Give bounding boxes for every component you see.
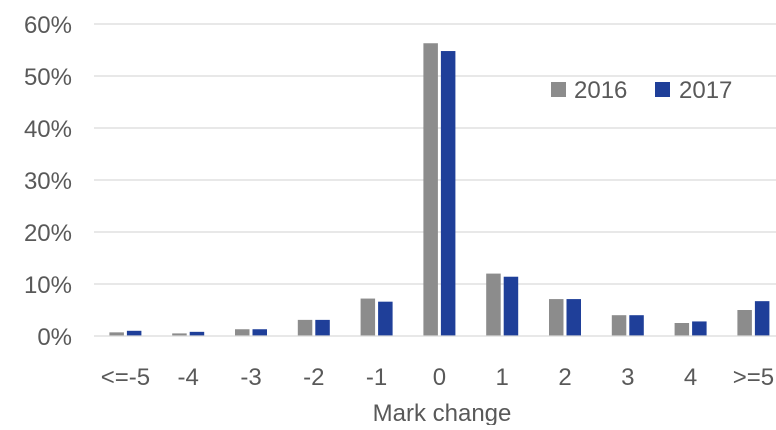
y-tick-label: 50% — [24, 64, 72, 91]
x-tick-label: -3 — [240, 364, 261, 391]
x-axis-title: Mark change — [373, 400, 512, 425]
bar-2017-7 — [566, 299, 581, 336]
y-tick-label: 20% — [24, 220, 72, 247]
bar-2017-8 — [629, 315, 644, 336]
bar-2017-0 — [126, 330, 142, 336]
bar-2017-9 — [692, 321, 707, 336]
x-tick-label: -2 — [303, 364, 324, 391]
bar-2017-10 — [754, 301, 770, 336]
y-tick-label: 40% — [24, 116, 72, 143]
x-tick-label: -1 — [366, 364, 387, 391]
x-tick-label: 2 — [558, 364, 571, 391]
y-axis-ticks: 0% 10% 20% 30% 40% 50% 60% — [24, 12, 72, 351]
bars — [109, 43, 770, 337]
x-axis-ticks: <=-5 -4 -3 -2 -1 0 1 2 3 4 >=5 — [101, 364, 774, 391]
bar-2016-7 — [549, 299, 564, 336]
x-tick-label: -4 — [178, 364, 199, 391]
bar-2016-1 — [172, 333, 187, 336]
bar-2016-8 — [611, 315, 627, 336]
bar-2017-1 — [189, 331, 205, 336]
bar-2017-2 — [252, 329, 267, 336]
legend-label-2017: 2017 — [679, 77, 732, 104]
y-tick-label: 30% — [24, 168, 72, 195]
bar-2017-4 — [378, 301, 393, 336]
y-tick-label: 10% — [24, 272, 72, 299]
bar-2016-0 — [109, 332, 124, 336]
bar-2016-2 — [235, 329, 250, 336]
bar-2017-6 — [503, 276, 519, 336]
y-tick-label: 60% — [24, 12, 72, 39]
bar-2016-9 — [674, 323, 690, 336]
x-tick-label: >=5 — [733, 364, 774, 391]
legend-swatch-2016 — [551, 82, 566, 97]
x-tick-label: 3 — [621, 364, 634, 391]
bar-2017-5 — [440, 51, 456, 336]
x-tick-label: 1 — [496, 364, 509, 391]
x-tick-label: 0 — [433, 364, 446, 391]
bar-2016-3 — [297, 319, 313, 336]
bar-2016-4 — [360, 298, 376, 336]
bar-2016-5 — [423, 43, 438, 337]
legend-swatch-2017 — [655, 82, 670, 97]
x-tick-label: 4 — [684, 364, 697, 391]
y-tick-label: 0% — [37, 324, 72, 351]
x-tick-label: <=-5 — [101, 364, 150, 391]
legend: 2016 2017 — [551, 77, 732, 104]
bar-2017-3 — [315, 319, 330, 336]
legend-label-2016: 2016 — [574, 77, 627, 104]
bar-2016-10 — [737, 310, 752, 336]
bar-2016-6 — [486, 273, 501, 336]
